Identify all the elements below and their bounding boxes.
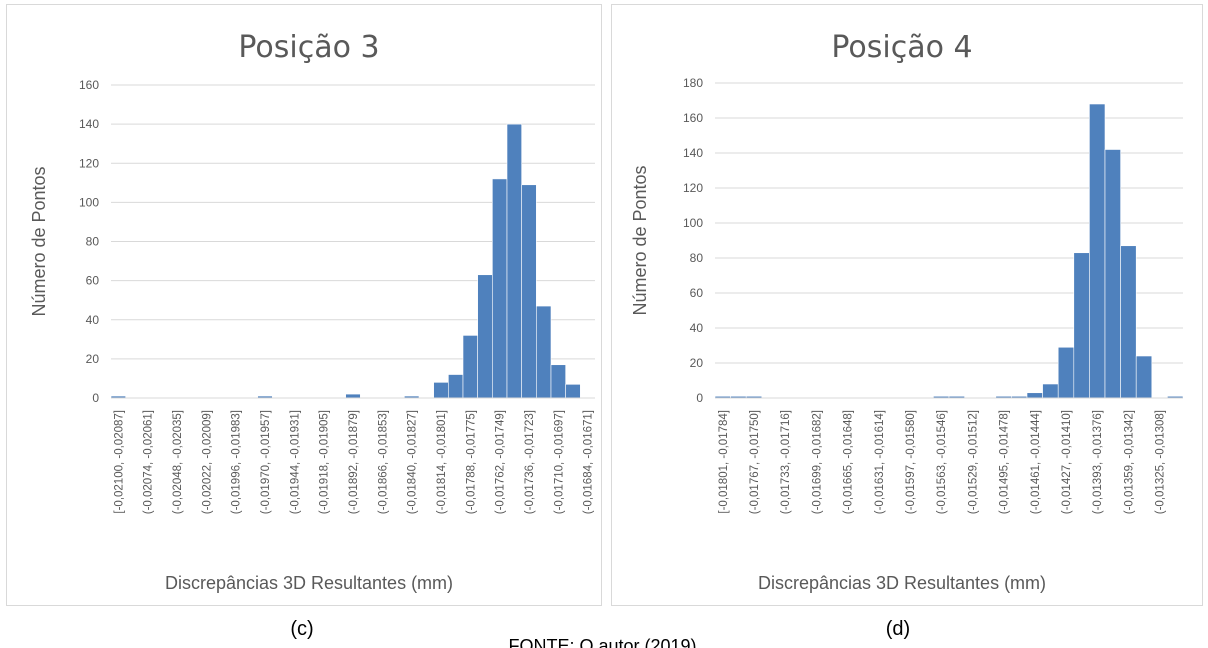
histogram-bar [1135, 355, 1153, 399]
x-tick-label: (-0,02074, -0,02061] [143, 410, 155, 514]
y-tick-label: 120 [683, 181, 703, 195]
y-tick-label: 0 [92, 391, 99, 405]
x-axis-title: Discrepâncias 3D Resultantes (mm) [165, 573, 453, 593]
x-tick-label: (-0,01996, -0,01983] [231, 410, 243, 514]
y-tick-label: 140 [79, 117, 99, 131]
x-tick-label: (-0,01563, -0,01546] [936, 410, 948, 514]
x-tick-label: (-0,02048, -0,02035] [172, 410, 184, 514]
histogram-bar [433, 382, 449, 399]
x-tick-label: (-0,01710, -0,01697] [553, 410, 565, 514]
y-tick-label: 20 [690, 356, 704, 370]
y-tick-label: 40 [86, 313, 100, 327]
y-tick-label: 40 [690, 321, 704, 335]
histogram-bar [448, 374, 464, 399]
x-tick-label: (-0,01762, -0,01749] [495, 410, 507, 514]
x-tick-label: (-0,01733, -0,01716] [780, 410, 792, 514]
x-tick-label: (-0,01359, -0,01342] [1123, 410, 1135, 514]
y-tick-label: 120 [79, 156, 99, 170]
chart-panel-d: Posição 4 0 20 40 60 80 100 120 140 160 180 [-0,018… [611, 4, 1203, 606]
x-tick-label: (-0,01684, -0,01671] [583, 410, 595, 514]
x-tick-label: [-0,01801, -0,01784] [718, 410, 730, 514]
histogram-posicao-3: Posição 3 0 20 40 60 80 100 120 140 160 [-0,02100,… [29, 30, 595, 593]
histogram-posicao-4: Posição 4 0 20 40 60 80 100 120 140 160 180 [-0,018… [630, 30, 1184, 593]
y-axis-title: Número de Pontos [29, 166, 49, 316]
chart-panel-c: Posição 3 0 20 40 60 80 100 120 140 160 [-0,02100,… [6, 4, 602, 606]
histogram-bar [477, 274, 493, 399]
histogram-bar [565, 384, 581, 399]
y-tick-label: 100 [79, 195, 99, 209]
x-tick-label: (-0,01427, -0,01410] [1061, 410, 1073, 514]
x-tick-label: (-0,01767, -0,01750] [749, 410, 761, 514]
y-tick-label: 20 [86, 352, 100, 366]
chart-title: Posição 3 [238, 30, 379, 65]
y-tick-label: 80 [86, 235, 100, 249]
x-tick-label: (-0,01944, -0,01931] [289, 410, 301, 514]
histogram-bar [550, 364, 566, 399]
y-tick-label: 140 [683, 146, 703, 160]
chart-title: Posição 4 [831, 30, 972, 65]
y-tick-label: 160 [79, 78, 99, 92]
x-tick-label: (-0,01699, -0,01682] [811, 410, 823, 514]
y-tick-label: 60 [86, 274, 100, 288]
histogram-bar [536, 305, 552, 399]
histogram-bar [492, 178, 508, 399]
x-tick-label: (-0,01495, -0,01478] [999, 410, 1011, 514]
x-tick-label: (-0,01325, -0,01308] [1155, 410, 1167, 514]
y-tick-label: 160 [683, 111, 703, 125]
x-tick-label: (-0,01918, -0,01905] [319, 410, 331, 514]
histogram-bar [1073, 252, 1090, 399]
x-tick-label: (-0,01840, -0,01827] [407, 410, 419, 514]
x-tick-label: (-0,01631, -0,01614] [874, 410, 886, 514]
x-tick-label: (-0,01736, -0,01723] [524, 410, 536, 514]
x-tick-label: (-0,01892, -0,01879] [348, 410, 360, 514]
histogram-bar [345, 393, 361, 399]
x-tick-label: (-0,01393, -0,01376] [1092, 410, 1104, 514]
histogram-bar [1104, 149, 1121, 399]
x-tick-label: (-0,01665, -0,01648] [843, 410, 855, 514]
histogram-bar [521, 184, 537, 399]
x-tick-label: (-0,02022, -0,02009] [201, 410, 213, 514]
x-tick-label: (-0,01461, -0,01444] [1030, 410, 1042, 514]
histogram-bar [1042, 383, 1059, 399]
histogram-bar [462, 335, 478, 399]
figure-source: FONTE: O autor (2019). [440, 636, 770, 648]
y-tick-label: 0 [696, 391, 703, 405]
histogram-bar [1026, 392, 1043, 399]
y-tick-label: 60 [690, 286, 704, 300]
histogram-bar [1057, 346, 1075, 399]
y-tick-label: 100 [683, 216, 703, 230]
x-tick-label: (-0,01529, -0,01512] [967, 410, 979, 514]
figure-caption-c: (c) [290, 618, 314, 640]
x-tick-label: [-0,02100, -0,02087] [113, 410, 125, 514]
x-axis-title: Discrepâncias 3D Resultantes (mm) [758, 573, 1046, 593]
histogram-bar [1089, 103, 1106, 399]
histogram-bar [506, 123, 522, 399]
histogram-bar [1120, 245, 1137, 399]
x-tick-label: (-0,01788, -0,01775] [465, 410, 477, 514]
figure-source-text: FONTE: O autor (2019). [508, 636, 702, 648]
x-tick-label: (-0,01866, -0,01853] [377, 410, 389, 514]
y-tick-label: 80 [690, 251, 704, 265]
figure-caption-d: (d) [885, 618, 911, 640]
x-tick-label: (-0,01597, -0,01580] [905, 410, 917, 514]
x-tick-label: (-0,01814, -0,01801] [436, 410, 448, 514]
y-tick-label: 180 [683, 76, 703, 90]
x-tick-label: (-0,01970, -0,01957] [260, 410, 272, 514]
y-axis-title: Número de Pontos [630, 165, 650, 315]
